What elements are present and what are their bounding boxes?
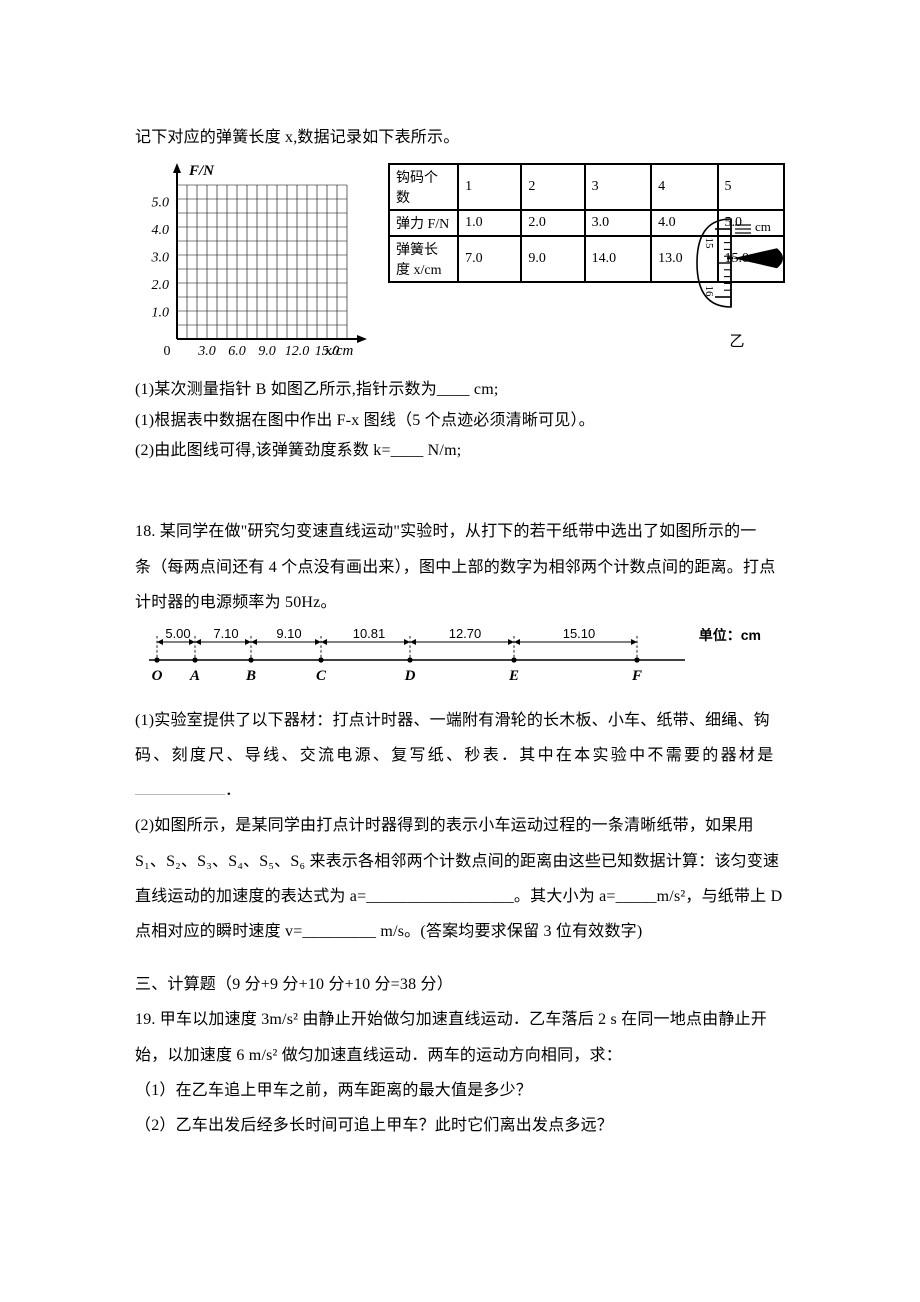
table-cell: 1 — [458, 164, 521, 210]
table-cell: 3 — [585, 164, 651, 210]
table-header-length: 弹簧长度 x/cm — [389, 236, 458, 282]
svg-text:15: 15 — [703, 238, 715, 250]
q17-sub1-plot: (1)根据表中数据在图中作出 F-x 图线（5 个点迹必须清晰可见）。 — [135, 406, 677, 436]
svg-text:D: D — [404, 668, 416, 684]
q18-stem-l3: 计时器的电源频率为 50Hz。 — [135, 585, 785, 620]
scale-caption: 乙 — [689, 330, 785, 351]
q18-sub1-a: (1)实验室提供了以下器材：打点计时器、一端附有滑轮的长木板、小车、纸带、细绳、… — [135, 703, 785, 738]
svg-text:16: 16 — [703, 286, 715, 298]
table-cell: 9.0 — [521, 236, 584, 282]
q18-sub2-c: 直线运动的加速度的表达式为 a=__________________。其大小为 … — [135, 879, 785, 914]
table-cell: 3.0 — [585, 210, 651, 236]
q18-sub2-a: (2)如图所示，是某同学由打点计时器得到的表示小车运动过程的一条清晰纸带，如果用 — [135, 808, 785, 843]
svg-text:4.0: 4.0 — [152, 223, 170, 238]
table-cell: 1.0 — [458, 210, 521, 236]
q18-sub2-b: S₁、S₂、S₃、S₄、S₅、S₆ 来表示各相邻两个计数点间的距离由这些已知数据… — [135, 844, 785, 879]
q18-sub1-c: ． — [135, 773, 785, 808]
table-cell: 2.0 — [521, 210, 584, 236]
q17-sub2-k: (2)由此图线可得,该弹簧劲度系数 k=____ N/m; — [135, 436, 677, 466]
ruler-scale-figure: 15 16 cm — [695, 215, 785, 316]
q17-sub1-reading: (1)某次测量指针 B 如图乙所示,指针示数为____ cm; — [135, 375, 677, 405]
period-mark: ． — [225, 782, 241, 799]
svg-text:5.0: 5.0 — [152, 196, 170, 211]
table-cell: 2 — [521, 164, 584, 210]
svg-text:5.00: 5.00 — [165, 628, 190, 641]
svg-text:F: F — [631, 668, 642, 684]
svg-text:7.10: 7.10 — [213, 628, 238, 641]
svg-text:15.10: 15.10 — [563, 628, 596, 641]
q18-sub2-d: 点相对应的瞬时速度 v=_________ m/s。(答案均要求保留 3 位有效… — [135, 914, 785, 949]
fn-x-grid-chart: 1.02.03.04.05.03.06.09.012.015.00F/Nx/cm — [135, 163, 370, 363]
q19-sub2: （2）乙车出发后经多长时间可追上甲车？此时它们离出发点多远？ — [135, 1108, 785, 1143]
q18-stem-l2: 条（每两点间还有 4 个点没有画出来），图中上部的数字为相邻两个计数点间的距离。… — [135, 550, 785, 585]
table-cell: 7.0 — [458, 236, 521, 282]
svg-text:12.70: 12.70 — [449, 628, 482, 641]
svg-text:A: A — [189, 668, 200, 684]
svg-text:6.0: 6.0 — [228, 344, 246, 359]
q19-l2: 始，以加速度 6 m/s² 做匀加速直线运动．两车的运动方向相同，求： — [135, 1038, 785, 1073]
table-cell: 4 — [651, 164, 717, 210]
svg-text:10.81: 10.81 — [353, 628, 386, 641]
svg-text:F/N: F/N — [188, 163, 215, 179]
table-header-force: 弹力 F/N — [389, 210, 458, 236]
table-cell: 5 — [718, 164, 785, 210]
q18-sub1-b: 码、刻度尺、导线、交流电源、复写纸、秒表．其中在本实验中不需要的器材是 — [135, 738, 785, 773]
svg-text:C: C — [316, 668, 327, 684]
svg-text:E: E — [508, 668, 519, 684]
q19-sub1: （1）在乙车追上甲车之前，两车距离的最大值是多少？ — [135, 1073, 785, 1108]
svg-text:O: O — [152, 668, 163, 684]
svg-text:1.0: 1.0 — [152, 306, 170, 321]
table-cell: 14.0 — [585, 236, 651, 282]
svg-text:B: B — [245, 668, 256, 684]
blank-apparatus — [135, 778, 225, 795]
svg-text:9.10: 9.10 — [276, 628, 301, 641]
svg-text:2.0: 2.0 — [152, 278, 170, 293]
svg-text:x/cm: x/cm — [324, 343, 353, 359]
intro-line: 记下对应的弹簧长度 x,数据记录如下表所示。 — [135, 120, 785, 155]
section3-title: 三、计算题（9 分+9 分+10 分+10 分=38 分） — [135, 967, 785, 1002]
svg-text:3.0: 3.0 — [151, 251, 170, 266]
svg-text:9.0: 9.0 — [258, 344, 276, 359]
svg-text:单位：cm: 单位：cm — [699, 628, 761, 643]
q19-l1: 19. 甲车以加速度 3m/s² 由静止开始做匀加速直线运动．乙车落后 2 s … — [135, 1002, 785, 1037]
q18-stem-l1: 18. 某同学在做"研究匀变速直线运动"实验时，从打下的若干纸带中选出了如图所示… — [135, 514, 785, 549]
svg-text:12.0: 12.0 — [285, 344, 310, 359]
paper-tape-figure: 5.00 7.10 9.10 10.81 12.70 15.10 O A B C D E F 单位：cm — [135, 628, 785, 691]
table-header-hooks: 钩码个数 — [389, 164, 458, 210]
svg-text:0: 0 — [164, 344, 171, 359]
svg-text:3.0: 3.0 — [197, 344, 216, 359]
svg-text:cm: cm — [755, 219, 771, 234]
